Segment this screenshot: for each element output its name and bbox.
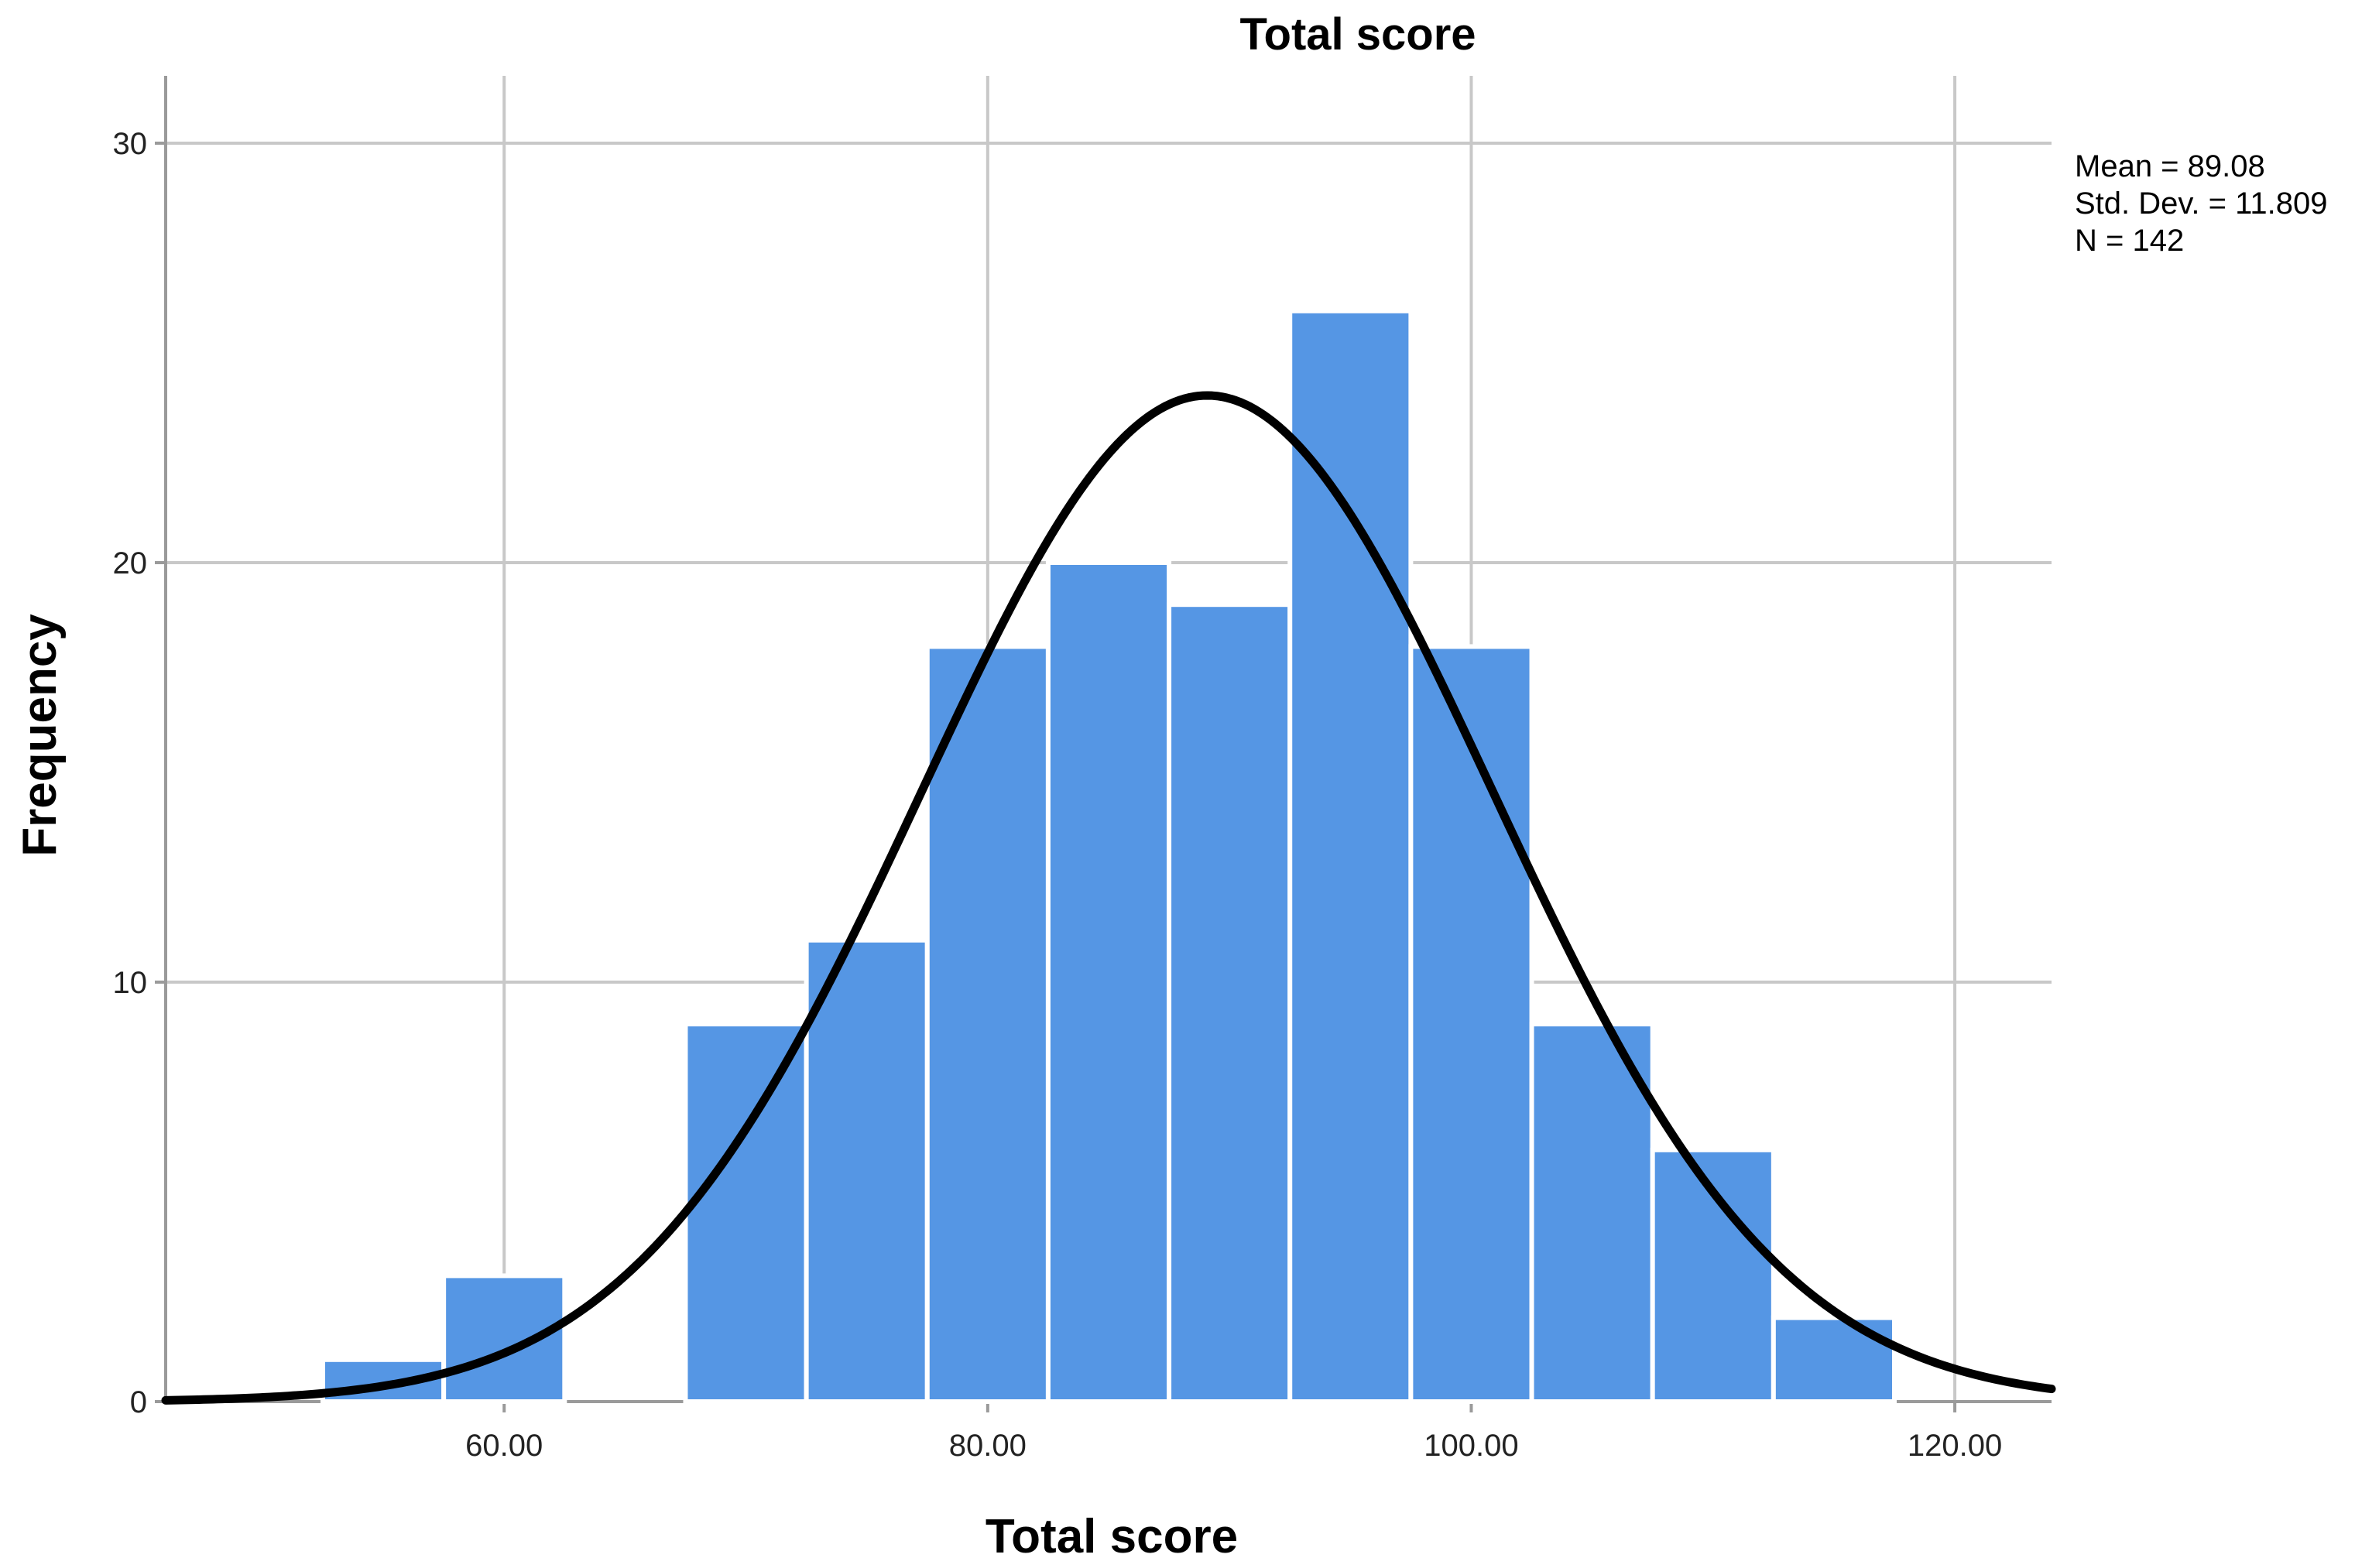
- stats-std-dev: Std. Dev. = 11.809: [2075, 187, 2328, 221]
- histogram-bar-12: [1771, 1315, 1897, 1404]
- histogram-bar-9: [1408, 644, 1534, 1404]
- histogram-bar-7: [1167, 602, 1293, 1405]
- stats-mean: Mean = 89.08: [2075, 149, 2265, 183]
- x-tick-label-1: 80.00: [949, 1429, 1027, 1463]
- tick-labels: 60.00 80.00 100.00 120.00 0 10 20 30: [113, 127, 2003, 1463]
- stats-n: N = 142: [2075, 224, 2184, 258]
- histogram-bar-3: [683, 1022, 809, 1404]
- chart-title: Total score: [1239, 9, 1476, 60]
- x-axis-label: Total score: [986, 1510, 1238, 1563]
- x-tick-label-3: 120.00: [1908, 1429, 2002, 1463]
- normal-curve: [161, 391, 2056, 1405]
- histogram-bars: [321, 308, 1897, 1405]
- x-tick-label-0: 60.00: [465, 1429, 543, 1463]
- y-tick-label-1: 10: [113, 966, 148, 1000]
- y-tick-label-0: 0: [130, 1385, 147, 1419]
- y-tick-label-2: 20: [113, 546, 148, 580]
- histogram-bar-4: [804, 937, 930, 1405]
- histogram-bar-6: [1045, 560, 1172, 1404]
- histogram-bar-1: [441, 1273, 567, 1405]
- y-axis-label: Frequency: [13, 614, 67, 857]
- y-tick-label-3: 30: [113, 127, 148, 161]
- normal-curve-layer: [161, 391, 2056, 1405]
- x-tick-label-2: 100.00: [1424, 1429, 1518, 1463]
- stats-legend: Mean = 89.08 Std. Dev. = 11.809 N = 142: [2075, 149, 2328, 258]
- histogram-bar-8: [1287, 308, 1414, 1404]
- histogram-bar-5: [924, 644, 1051, 1404]
